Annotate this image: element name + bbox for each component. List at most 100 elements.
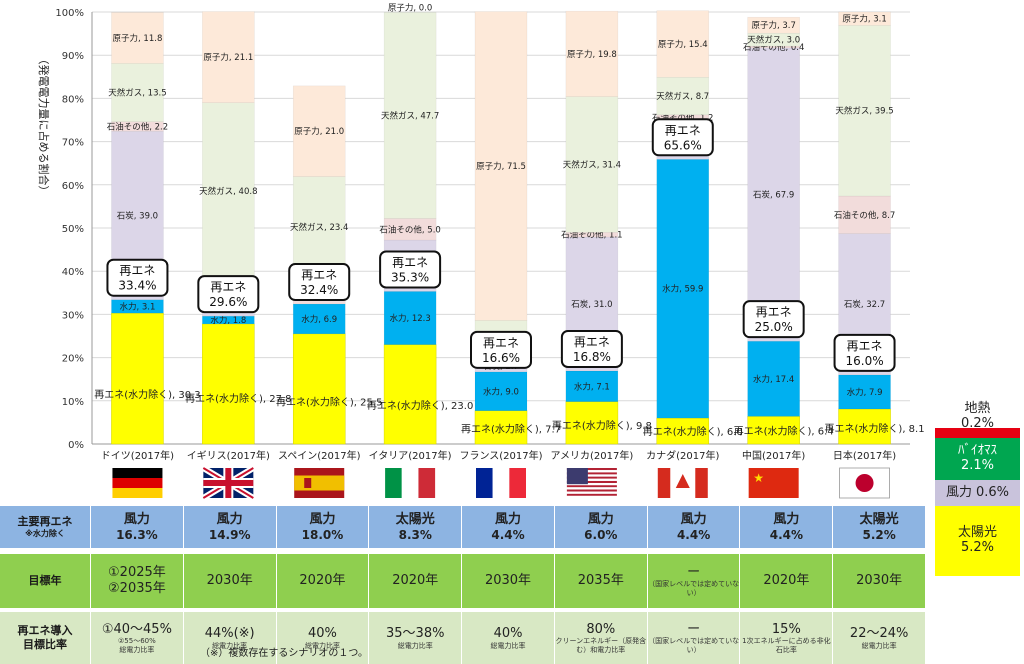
- y-tick-label: 90%: [62, 51, 84, 62]
- callout-text: 再エネ: [210, 280, 246, 294]
- cell-text: 16.3%: [116, 527, 158, 542]
- data-label: 原子力, 3.7: [751, 20, 795, 31]
- data-label: 原子力, 3.1: [842, 14, 886, 25]
- bar-segment: [838, 11, 891, 26]
- breakdown-value: 2.1%: [960, 458, 995, 473]
- row-header-label: 主要再エネ: [17, 515, 73, 529]
- bar-segment: [474, 410, 528, 445]
- cell-text: 18.0%: [301, 527, 344, 542]
- table-cell: ー（国家レベルでは定めていない）: [646, 554, 740, 608]
- cell-text: 総電力比率: [212, 641, 248, 650]
- breakdown-value: 0.2%: [960, 416, 995, 431]
- callout-text: 25.0%: [755, 320, 793, 334]
- cell-text: 22～24%: [849, 626, 909, 641]
- target-ratio-row: 再エネ導入 目標比率 ①40～45% ②55～60% 総電力比率 44%(※) 総電力比…: [0, 612, 925, 664]
- cell-text: 総電力比率: [119, 645, 155, 654]
- flag-part: [401, 468, 419, 498]
- cell-text: 風力: [123, 512, 150, 527]
- energy-mix-chart: 0% 10% 20% 30% 40% 50% 60% 70% 80% 90% 100% （発電電力量に…: [37, 2, 925, 501]
- cell-text: クリーンエネルギー（原発含む）和電力比率: [555, 637, 647, 654]
- y-tick-label: 60%: [62, 181, 84, 192]
- cell-text: 風力: [216, 512, 243, 527]
- cell-text: ー: [687, 564, 701, 580]
- row-header-sublabel: ※水力除く: [25, 528, 65, 538]
- flag-part: [695, 468, 708, 498]
- flag-part: [566, 491, 617, 494]
- bar-segment: [202, 11, 255, 103]
- flag-part: [476, 468, 493, 498]
- bar-segment: [565, 96, 619, 233]
- data-label: 石炭, 67.9: [753, 191, 794, 201]
- flag-part: [509, 468, 526, 498]
- data-label: 石炭, 32.7: [844, 300, 885, 310]
- flag-part: [385, 468, 402, 498]
- breakdown-item: 風力 0.6%: [935, 480, 1020, 506]
- bar-segment: [838, 374, 891, 410]
- cell-text: 2035年: [577, 573, 624, 589]
- breakdown-label: 地熱: [964, 401, 991, 417]
- flag-part: [657, 468, 671, 498]
- data-label: 再エネ(水力除く), 27.8: [185, 392, 291, 405]
- bar-segment: [111, 299, 164, 314]
- flag-part: [566, 476, 617, 479]
- table-cell: 44%(※) 総電力比率: [182, 612, 276, 664]
- callout-text: 33.4%: [118, 279, 156, 293]
- cell-text: 2030年: [856, 573, 903, 589]
- cell-text: 太陽光: [859, 512, 899, 527]
- cell-text: 8.3%: [398, 527, 432, 542]
- flag-part: [748, 468, 799, 498]
- cell-text: 4.4%: [769, 527, 803, 542]
- cell-text: ①40～45%: [101, 621, 172, 637]
- bar-segment: [474, 11, 528, 321]
- bar-segment: [383, 12, 437, 219]
- cell-text: 40%: [493, 626, 523, 641]
- data-label: 水力, 1.8: [210, 315, 246, 326]
- x-tick-label: スペイン(2017年): [278, 449, 361, 462]
- cell-text: 14.9%: [208, 527, 251, 542]
- callout-box: [106, 258, 169, 297]
- bar-segment: [383, 291, 437, 345]
- data-label: 原子力, 19.8: [567, 49, 617, 60]
- breakdown-label: ﾊﾞｲｵﾏｽ: [958, 443, 997, 459]
- flag-part: [112, 468, 163, 478]
- callout-box: [560, 329, 623, 368]
- callout-box: [742, 300, 805, 339]
- data-label: 再エネ(水力除く), 25.5: [276, 395, 382, 408]
- cell-text: ー: [687, 621, 701, 637]
- cell-text: （国家レベルでは定めていない）: [648, 580, 740, 597]
- cell-text: 6.0%: [584, 527, 618, 542]
- x-tick-label: イタリア(2017年): [369, 449, 452, 462]
- cell-text: 風力: [587, 512, 614, 527]
- y-tick-label: 30%: [62, 310, 84, 321]
- cell-text: ②2035年: [108, 581, 166, 596]
- bar-segment: [292, 85, 346, 177]
- flag-part: [566, 483, 617, 486]
- cell-text: 15%: [771, 621, 801, 637]
- table-cell: 22～24% 総電力比率: [832, 612, 925, 664]
- bar-segment: [656, 10, 710, 78]
- bar-segment: [383, 344, 437, 445]
- bar-segment: [292, 176, 346, 278]
- data-label: 石油その他, 1.2: [652, 112, 713, 123]
- data-label: 天然ガス, 47.7: [381, 110, 439, 121]
- flag-icon: [385, 468, 436, 498]
- table-cell: 2035年: [553, 554, 647, 608]
- data-label: 石油その他, 2.2: [107, 121, 168, 132]
- callout-text: 再エネ: [756, 305, 792, 319]
- table-cell: 風力 4.4%: [461, 506, 554, 548]
- data-label: 水力, 59.9: [662, 284, 703, 295]
- y-tick-label: 0%: [68, 440, 84, 451]
- table-cell: 40% 総電力比率: [275, 612, 369, 664]
- flag-icon: [112, 468, 163, 498]
- target-year-row: 目標年 ①2025年 ②2035年 2030年 2020年 2020年 2030年 2035…: [0, 554, 925, 608]
- cell-text: 風力: [495, 512, 522, 527]
- cell-text: 風力: [309, 512, 336, 527]
- x-tick-label: アメリカ(2017年): [551, 449, 634, 462]
- data-label: 天然ガス, 3.0: [747, 35, 800, 46]
- data-label: 原子力, 11.8: [113, 33, 163, 44]
- flag-icon: [201, 465, 255, 501]
